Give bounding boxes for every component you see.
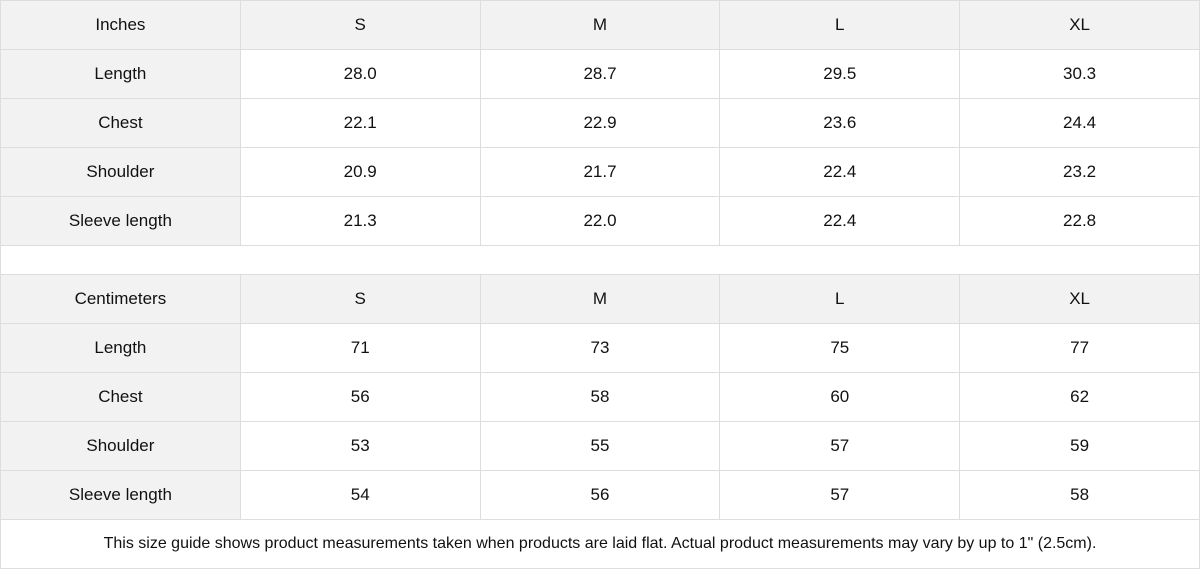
measurement-cell: 22.4 bbox=[719, 147, 961, 197]
measurement-cell: 54 bbox=[239, 470, 481, 520]
measurement-cell: 55 bbox=[479, 421, 721, 471]
measurement-cell: 75 bbox=[719, 323, 961, 373]
measurement-cell: 73 bbox=[479, 323, 721, 373]
measurement-cell: 60 bbox=[719, 372, 961, 422]
size-header: M bbox=[479, 274, 721, 324]
size-header: S bbox=[239, 274, 481, 324]
measurement-cell: 62 bbox=[959, 372, 1200, 422]
measurement-cell: 28.0 bbox=[239, 49, 481, 99]
table-row: Length 28.0 28.7 29.5 30.3 bbox=[0, 49, 1200, 99]
measurement-cell: 22.1 bbox=[239, 98, 481, 148]
measurement-cell: 59 bbox=[959, 421, 1200, 471]
spacer-row bbox=[0, 245, 1200, 275]
unit-header: Inches bbox=[0, 0, 241, 50]
measurement-cell: 29.5 bbox=[719, 49, 961, 99]
measurement-cell: 71 bbox=[239, 323, 481, 373]
row-label: Length bbox=[0, 323, 241, 373]
measurement-cell: 21.7 bbox=[479, 147, 721, 197]
size-header: XL bbox=[959, 274, 1200, 324]
measurement-cell: 22.4 bbox=[719, 196, 961, 246]
table-row: Sleeve length 21.3 22.0 22.4 22.8 bbox=[0, 196, 1200, 246]
size-guide-note: This size guide shows product measuremen… bbox=[0, 519, 1200, 569]
table-row: Sleeve length 54 56 57 58 bbox=[0, 470, 1200, 520]
row-label: Sleeve length bbox=[0, 470, 241, 520]
measurement-cell: 57 bbox=[719, 421, 961, 471]
measurement-cell: 22.0 bbox=[479, 196, 721, 246]
size-header: XL bbox=[959, 0, 1200, 50]
row-label: Shoulder bbox=[0, 147, 241, 197]
measurement-cell: 53 bbox=[239, 421, 481, 471]
unit-header: Centimeters bbox=[0, 274, 241, 324]
measurement-cell: 56 bbox=[479, 470, 721, 520]
measurement-cell: 58 bbox=[479, 372, 721, 422]
measurement-cell: 28.7 bbox=[479, 49, 721, 99]
measurement-cell: 22.8 bbox=[959, 196, 1200, 246]
measurement-cell: 21.3 bbox=[239, 196, 481, 246]
size-header: M bbox=[479, 0, 721, 50]
table-row: Chest 56 58 60 62 bbox=[0, 372, 1200, 422]
size-header: L bbox=[719, 0, 961, 50]
measurement-cell: 30.3 bbox=[959, 49, 1200, 99]
row-label: Sleeve length bbox=[0, 196, 241, 246]
measurement-cell: 77 bbox=[959, 323, 1200, 373]
table-row: Shoulder 53 55 57 59 bbox=[0, 421, 1200, 471]
measurement-cell: 24.4 bbox=[959, 98, 1200, 148]
size-header: S bbox=[239, 0, 481, 50]
measurement-cell: 57 bbox=[719, 470, 961, 520]
header-row: Inches S M L XL bbox=[0, 0, 1200, 50]
table-row: Shoulder 20.9 21.7 22.4 23.2 bbox=[0, 147, 1200, 197]
measurement-cell: 20.9 bbox=[239, 147, 481, 197]
measurement-cell: 56 bbox=[239, 372, 481, 422]
row-label: Chest bbox=[0, 98, 241, 148]
table-row: Length 71 73 75 77 bbox=[0, 323, 1200, 373]
row-label: Chest bbox=[0, 372, 241, 422]
measurement-cell: 22.9 bbox=[479, 98, 721, 148]
measurement-cell: 58 bbox=[959, 470, 1200, 520]
size-header: L bbox=[719, 274, 961, 324]
measurement-cell: 23.2 bbox=[959, 147, 1200, 197]
header-row: Centimeters S M L XL bbox=[0, 274, 1200, 324]
measurement-cell: 23.6 bbox=[719, 98, 961, 148]
row-label: Shoulder bbox=[0, 421, 241, 471]
row-label: Length bbox=[0, 49, 241, 99]
table-row: Chest 22.1 22.9 23.6 24.4 bbox=[0, 98, 1200, 148]
